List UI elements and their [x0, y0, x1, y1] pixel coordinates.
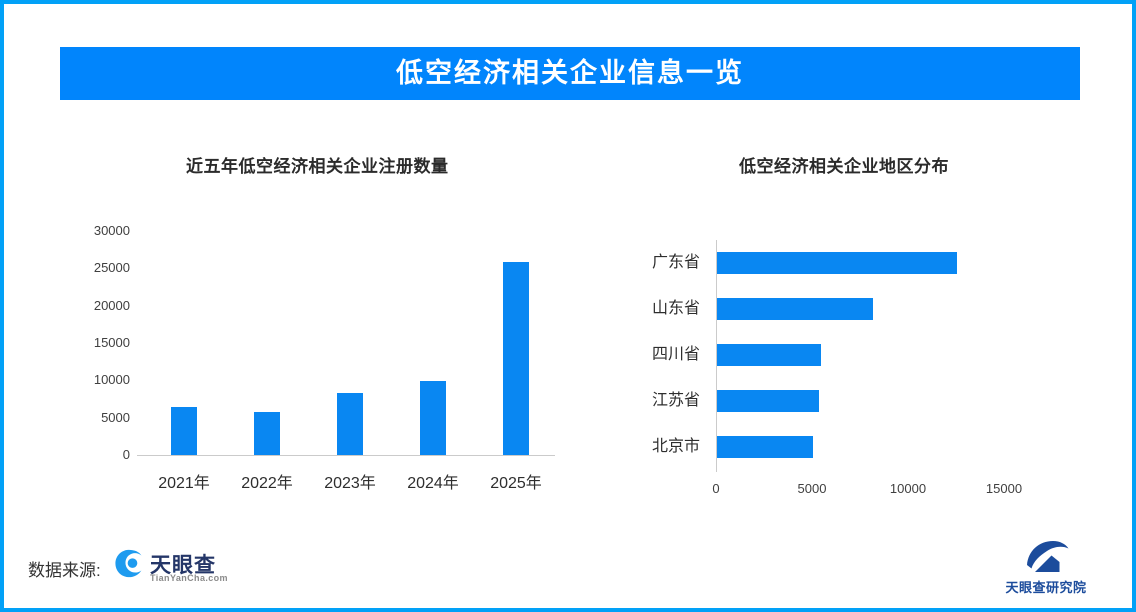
- bar-2023年: [337, 393, 363, 455]
- research-institute-swoosh-house-icon: [1027, 541, 1069, 572]
- tianyancha-domain: TianYanCha.com: [150, 573, 228, 583]
- x-axis-category-label: 2021年: [158, 475, 210, 492]
- research-institute-name: 天眼查研究院: [1005, 580, 1087, 595]
- data-source-label: 数据来源:: [28, 561, 101, 580]
- title-banner: 低空经济相关企业信息一览: [60, 47, 1080, 100]
- x-axis-tick-label: 0: [712, 481, 720, 496]
- x-axis-category-label: 2022年: [241, 475, 293, 492]
- y-axis-tick-label: 25000: [93, 260, 130, 276]
- region-label: 山东省: [651, 300, 700, 317]
- region-label: 江苏省: [651, 392, 700, 409]
- y-axis-tick-label: 30000: [93, 223, 130, 238]
- left-chart-title: 近五年低空经济相关企业注册数量: [186, 157, 449, 176]
- tianyancha-eye-icon: [115, 549, 142, 578]
- y-axis-tick-label: 20000: [93, 297, 130, 313]
- region-label: 北京市: [651, 438, 700, 455]
- bar-山东省: [717, 298, 873, 320]
- y-axis-tick-label: 0: [122, 447, 130, 462]
- y-axis-tick-label: 5000: [101, 409, 130, 425]
- bar-2025年: [503, 262, 529, 455]
- page-title: 低空经济相关企业信息一览: [396, 58, 744, 88]
- registration-bar-chart: 0 5000 10000 15000 20000 25000 30000 2021年 2022年…: [60, 223, 580, 497]
- x-axis-category-label: 2024年: [407, 475, 459, 492]
- research-institute-logo: 天眼查研究院: [998, 540, 1094, 598]
- x-axis-tick-label: 15000: [985, 481, 1023, 496]
- bar-广东省: [717, 252, 957, 274]
- left-chart-plot-area: [137, 231, 555, 456]
- x-axis-category-label: 2023年: [324, 475, 376, 492]
- x-axis-tick-label: 5000: [797, 481, 827, 496]
- y-axis-tick-label: 15000: [93, 335, 130, 350]
- bar-江苏省: [717, 390, 819, 412]
- tianyancha-logo: 天眼查 TianYanCha.com: [114, 548, 264, 588]
- tianyancha-wordmark: 天眼查: [150, 554, 216, 577]
- region-label: 四川省: [651, 346, 700, 363]
- bar-北京市: [717, 436, 813, 458]
- region-bar-chart: 广东省山东省四川省江苏省北京市 0 5000 10000 15000: [640, 235, 1100, 505]
- bar-2021年: [171, 407, 197, 455]
- bar-2022年: [254, 412, 280, 455]
- region-label: 广东省: [651, 254, 700, 271]
- right-chart-title: 低空经济相关企业地区分布: [739, 157, 949, 176]
- right-chart-axis-line: [716, 240, 717, 472]
- x-axis-tick-label: 10000: [889, 481, 927, 496]
- bar-四川省: [717, 344, 821, 366]
- bar-2024年: [420, 381, 446, 455]
- y-axis-tick-label: 10000: [93, 372, 130, 388]
- x-axis-category-label: 2025年: [490, 475, 542, 492]
